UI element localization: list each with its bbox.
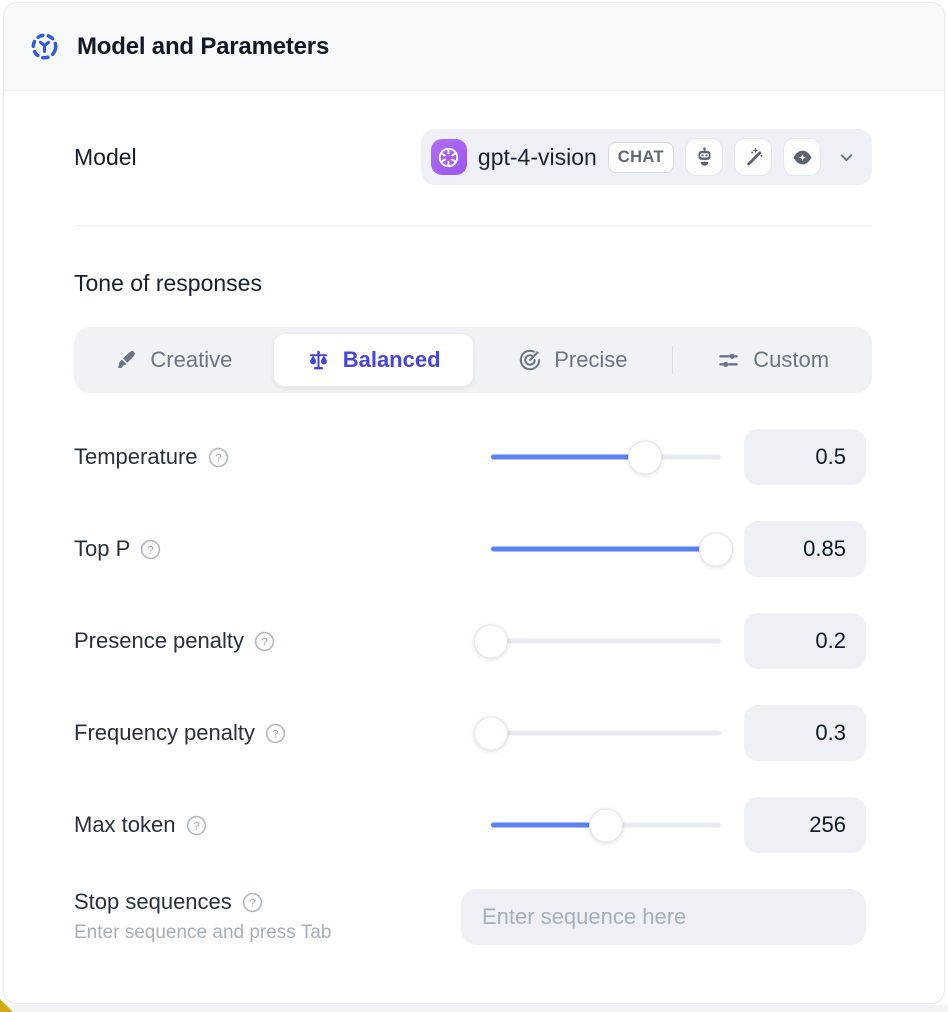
magic-wand-icon — [734, 138, 772, 176]
param-label-text: Max token — [74, 812, 176, 837]
svg-text:?: ? — [249, 897, 255, 909]
tab-label: Custom — [753, 347, 830, 372]
max-token-value[interactable]: 256 — [744, 797, 866, 853]
slider-fill — [491, 546, 717, 552]
background-strip — [0, 1005, 948, 1012]
param-row-temperature: Temperature ? 0.5 — [74, 429, 872, 485]
model-hub-icon — [29, 31, 60, 62]
tab-creative[interactable]: Creative — [74, 327, 273, 393]
model-label: Model — [74, 143, 137, 170]
max-token-slider[interactable] — [491, 808, 721, 842]
tab-divider — [672, 346, 674, 374]
help-icon[interactable]: ? — [242, 892, 263, 913]
frequency-penalty-value[interactable]: 0.3 — [744, 705, 866, 761]
assistant-robot-icon — [685, 138, 723, 176]
stop-sequences-hint: Enter sequence and press Tab — [74, 922, 332, 943]
param-row-max-token: Max token ? 256 — [74, 797, 872, 853]
openai-logo — [430, 139, 467, 175]
vision-eye-icon — [783, 138, 821, 176]
help-icon[interactable]: ? — [254, 631, 275, 652]
tab-label: Creative — [150, 347, 233, 372]
svg-text:?: ? — [272, 728, 278, 740]
help-icon[interactable]: ? — [186, 815, 207, 836]
sliders-icon — [716, 348, 741, 373]
slider-fill — [491, 822, 606, 828]
param-label-text: Temperature — [74, 444, 198, 469]
model-type-badge: CHAT — [607, 141, 674, 173]
presence-penalty-value[interactable]: 0.2 — [744, 613, 866, 669]
param-label-text: Presence penalty — [74, 628, 244, 653]
help-icon[interactable]: ? — [265, 723, 286, 744]
slider-thumb[interactable] — [474, 624, 508, 658]
tone-tabs: Creative Balanced — [74, 327, 872, 393]
model-select-dropdown[interactable]: gpt-4-vision CHAT — [420, 129, 872, 185]
tab-custom[interactable]: Custom — [673, 327, 872, 393]
stop-sequences-label: Stop sequences — [74, 889, 232, 914]
slider-track — [491, 638, 721, 644]
temperature-slider[interactable] — [491, 440, 721, 474]
section-divider — [74, 225, 872, 226]
slider-thumb[interactable] — [474, 716, 508, 750]
stop-sequence-input[interactable] — [461, 889, 866, 945]
tab-label: Balanced — [342, 347, 441, 372]
model-parameters-panel: Model and Parameters Model — [3, 2, 945, 1004]
param-row-top-p: Top P ? 0.85 — [74, 521, 872, 577]
target-icon — [518, 348, 542, 372]
slider-track — [491, 730, 721, 736]
svg-text:?: ? — [193, 820, 199, 832]
panel-body: Model gpt-4-vision C — [4, 129, 944, 1003]
balance-scale-icon — [306, 348, 331, 373]
param-label-text: Top P — [74, 536, 131, 561]
temperature-value[interactable]: 0.5 — [744, 429, 866, 485]
presence-penalty-slider[interactable] — [474, 624, 721, 658]
stop-sequences-row: Stop sequences ? Enter sequence and pres… — [74, 889, 872, 947]
selected-model-name: gpt-4-vision — [477, 143, 597, 170]
panel-title: Model and Parameters — [77, 32, 330, 60]
tab-precise[interactable]: Precise — [474, 327, 673, 393]
frequency-penalty-slider[interactable] — [474, 716, 721, 750]
param-row-presence-penalty: Presence penalty ? 0.2 — [74, 613, 872, 669]
model-row: Model gpt-4-vision C — [74, 129, 872, 185]
panel-header: Model and Parameters — [4, 3, 944, 91]
tab-balanced[interactable]: Balanced — [272, 333, 474, 387]
svg-text:?: ? — [215, 452, 221, 464]
param-row-frequency-penalty: Frequency penalty ? 0.3 — [74, 705, 872, 761]
top-p-value[interactable]: 0.85 — [744, 521, 866, 577]
help-icon[interactable]: ? — [208, 447, 229, 468]
paintbrush-icon — [114, 348, 138, 372]
top-p-slider[interactable] — [491, 532, 734, 566]
param-label-text: Frequency penalty — [74, 720, 255, 745]
tab-label: Precise — [554, 347, 628, 372]
slider-thumb[interactable] — [699, 532, 734, 566]
chevron-down-icon — [837, 148, 856, 167]
help-icon[interactable]: ? — [140, 539, 161, 560]
slider-thumb[interactable] — [628, 440, 663, 474]
slider-thumb[interactable] — [589, 808, 623, 842]
svg-text:?: ? — [261, 636, 267, 648]
slider-fill — [491, 454, 646, 460]
svg-text:?: ? — [148, 544, 154, 556]
tone-section-title: Tone of responses — [74, 270, 262, 296]
